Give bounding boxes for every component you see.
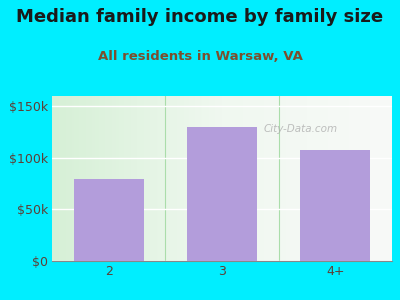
Text: Median family income by family size: Median family income by family size [16,8,384,26]
Text: All residents in Warsaw, VA: All residents in Warsaw, VA [98,50,302,62]
Bar [187,127,257,261]
Bar [74,178,144,261]
Bar [300,150,370,261]
Text: City-Data.com: City-Data.com [263,124,337,134]
